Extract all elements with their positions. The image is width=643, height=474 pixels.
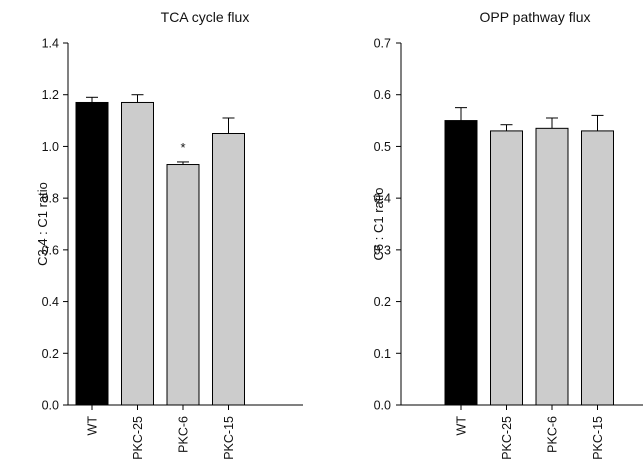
y-tick-label: 0.6 [374, 88, 391, 102]
y-tick-label: 0.0 [374, 399, 391, 413]
y-tick-label: 0.6 [42, 243, 59, 257]
x-tick-label: PKC-6 [177, 416, 191, 453]
x-tick-label: WT [455, 416, 469, 436]
y-tick-label: 0.8 [42, 192, 59, 206]
y-axis-label: C6 : C1 ratio [371, 188, 386, 261]
y-tick-label: 0.1 [374, 347, 391, 361]
bar-pkc-15 [581, 130, 614, 406]
bar-pkc-15 [212, 133, 245, 406]
chart-title: TCA cycle flux [161, 9, 250, 25]
y-tick-label: 1.0 [42, 140, 59, 154]
y-tick-label: 0.4 [42, 295, 59, 309]
x-tick-label: PKC-25 [131, 416, 145, 460]
bar-pkc-25 [121, 101, 154, 406]
y-tick-label: 0.4 [374, 192, 391, 206]
chart-title: OPP pathway flux [479, 9, 590, 25]
y-tick-label: 1.4 [42, 37, 59, 51]
y-tick-label: 0.5 [374, 140, 391, 154]
chart-panel-2: OPP pathway flux C6 : C1 ratio 0.0 0.1 0.2 0.… [371, 9, 643, 460]
bar-pkc-25 [490, 130, 523, 406]
y-tick-label: 0.0 [42, 399, 59, 413]
x-tick-label: PKC-6 [546, 416, 560, 453]
bar-wt [75, 101, 109, 406]
y-axis-label: C3,4 : C1 ratio [35, 182, 50, 266]
x-tick-label: WT [86, 416, 100, 436]
y-tick-label: 0.7 [374, 37, 391, 51]
x-tick-label: PKC-15 [222, 416, 236, 460]
x-tick-label: PKC-25 [500, 416, 514, 460]
y-tick-label: 0.2 [42, 347, 59, 361]
y-tick-label: 0.2 [374, 295, 391, 309]
x-tick-label: PKC-15 [591, 416, 605, 460]
y-tick-label: 0.3 [374, 243, 391, 257]
significance-marker: * [180, 140, 185, 155]
bar-pkc-6 [535, 127, 569, 406]
bar-pkc-6 [166, 164, 200, 406]
chart-panel-1: TCA cycle flux C3,4 : C1 ratio 0.0 0.2 0.4 0.… [35, 9, 303, 460]
bar-wt [444, 120, 478, 406]
y-tick-label: 1.2 [42, 88, 59, 102]
